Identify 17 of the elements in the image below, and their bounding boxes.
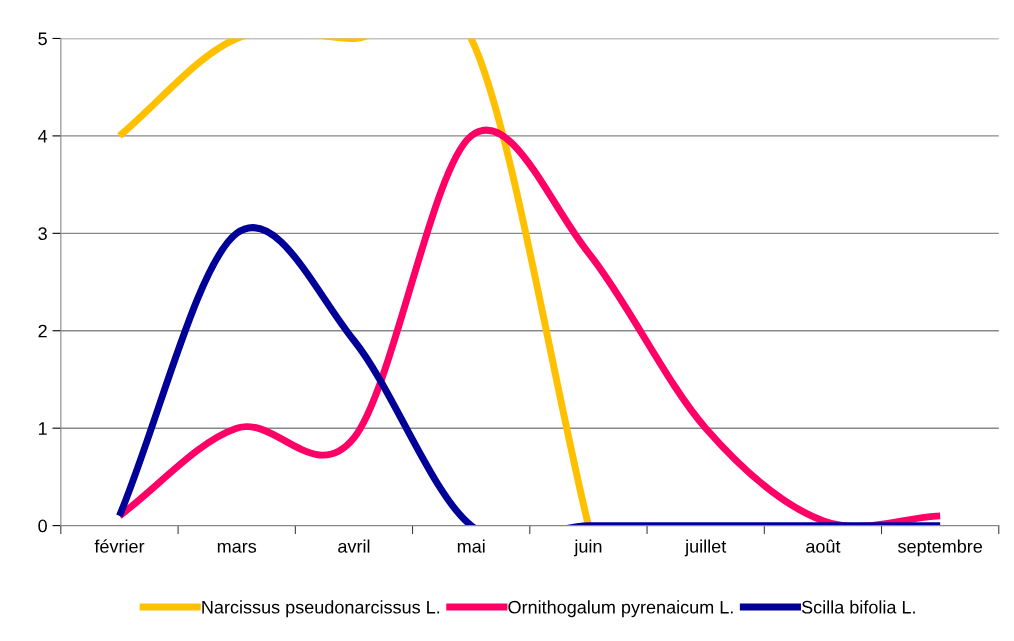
x-tick-label: février [94,539,145,553]
x-tick-label: juin [573,539,602,557]
y-tick-label: 3 [38,227,47,241]
legend-label: Scilla bifolia L. [801,600,915,614]
y-tick-label: 0 [38,519,47,533]
x-tick-label: juillet [684,539,727,557]
y-tick-label: 5 [38,32,47,46]
legend-label: Narcissus pseudonarcissus L. [202,600,440,618]
x-tick-label: août [806,539,841,553]
y-tick-label: 4 [38,130,48,143]
x-tick-label: avril [338,539,370,553]
x-tick-label: mai [457,539,485,553]
x-tick-label: mars [217,542,257,553]
y-tick-label: 2 [38,324,47,338]
legend-label: Ornithogalum pyrenaicum L. [508,600,733,618]
x-tick-label: septembre [898,539,983,557]
y-tick-label: 1 [38,422,47,435]
